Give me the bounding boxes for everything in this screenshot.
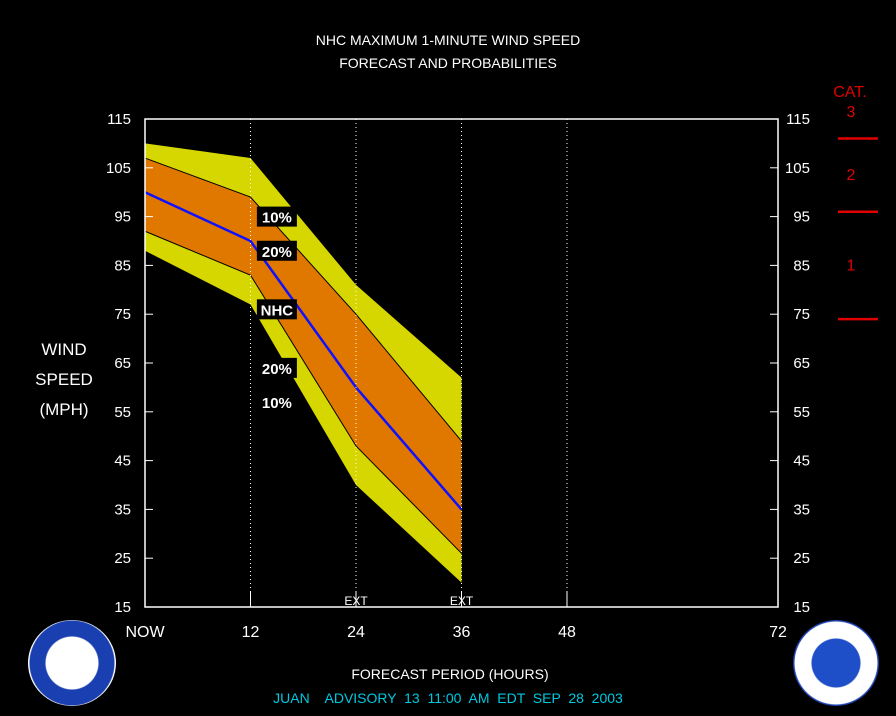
band-label-box xyxy=(256,299,297,320)
x-tick-label: NOW xyxy=(125,624,165,641)
band-label: NHC xyxy=(261,302,294,319)
band-label-box xyxy=(256,357,297,378)
x-axis-label: FORECAST PERIOD (HOURS) xyxy=(351,666,548,682)
y-tick-label-right: 85 xyxy=(793,257,810,274)
nhc-forecast-line xyxy=(144,191,463,511)
category-label: 2 xyxy=(847,167,856,184)
y-tick-label-left: 105 xyxy=(106,160,131,177)
y-tick-label-left: 45 xyxy=(114,453,131,470)
band-label-box xyxy=(256,240,297,261)
y-tick-label-left: 25 xyxy=(114,550,131,567)
x-tick-label: 12 xyxy=(242,624,260,641)
y-tick-label-left: 65 xyxy=(114,355,131,372)
y-tick-label-left: 35 xyxy=(114,501,131,518)
y-tick-label-left: 55 xyxy=(114,404,131,421)
y-tick-label-left: 95 xyxy=(114,209,131,226)
y-tick-label-right: 25 xyxy=(793,550,810,567)
x-tick-label: 48 xyxy=(558,624,576,641)
noaa-logo xyxy=(793,620,879,706)
ext-marker: EXT xyxy=(344,594,368,608)
band-20-lower-edge xyxy=(144,230,462,554)
y-tick-label-left: 75 xyxy=(114,306,131,323)
y-tick-label-right: 65 xyxy=(793,355,810,372)
y-tick-label-right: 95 xyxy=(793,209,810,226)
chart-subtitle: FORECAST AND PROBABILITIES xyxy=(339,55,557,71)
y-tick-label-right: 35 xyxy=(793,501,810,518)
chart-title: NHC MAXIMUM 1-MINUTE WIND SPEED xyxy=(316,32,580,48)
band-label-box xyxy=(256,206,297,227)
band-label: 10% xyxy=(262,395,292,412)
ext-marker: EXT xyxy=(450,594,474,608)
band-label-box xyxy=(256,392,297,413)
y-tick-label-right: 115 xyxy=(786,111,810,128)
y-axis-label-line-2: SPEED xyxy=(35,370,93,389)
y-tick-label-right: 105 xyxy=(785,160,810,177)
x-tick-label: 24 xyxy=(347,624,365,641)
y-tick-label-left: 115 xyxy=(107,111,131,128)
band-label: 20% xyxy=(262,361,292,378)
y-tick-label-right: 45 xyxy=(793,453,810,470)
y-axis-label-line-1: WIND xyxy=(41,340,86,359)
category-label: 3 xyxy=(847,104,856,121)
band-20-percent xyxy=(145,158,462,554)
y-tick-label-left: 85 xyxy=(114,257,131,274)
category-label: 1 xyxy=(847,257,856,274)
category-scale-title: CAT. xyxy=(833,84,866,101)
y-tick-label-left: 15 xyxy=(114,599,131,616)
advisory-footer: JUAN ADVISORY 13 11:00 AM EDT SEP 28 200… xyxy=(273,690,623,706)
y-axis-label-line-3: (MPH) xyxy=(39,400,88,419)
y-tick-label-right: 75 xyxy=(793,306,810,323)
band-20-upper-edge xyxy=(144,157,462,442)
nws-logo xyxy=(28,620,116,706)
x-tick-label: 36 xyxy=(453,624,471,641)
y-tick-label-right: 55 xyxy=(793,404,810,421)
x-tick-label: 72 xyxy=(769,624,787,641)
y-tick-label-right: 15 xyxy=(793,599,810,616)
band-label: 20% xyxy=(262,244,292,261)
band-label: 10% xyxy=(262,210,292,227)
